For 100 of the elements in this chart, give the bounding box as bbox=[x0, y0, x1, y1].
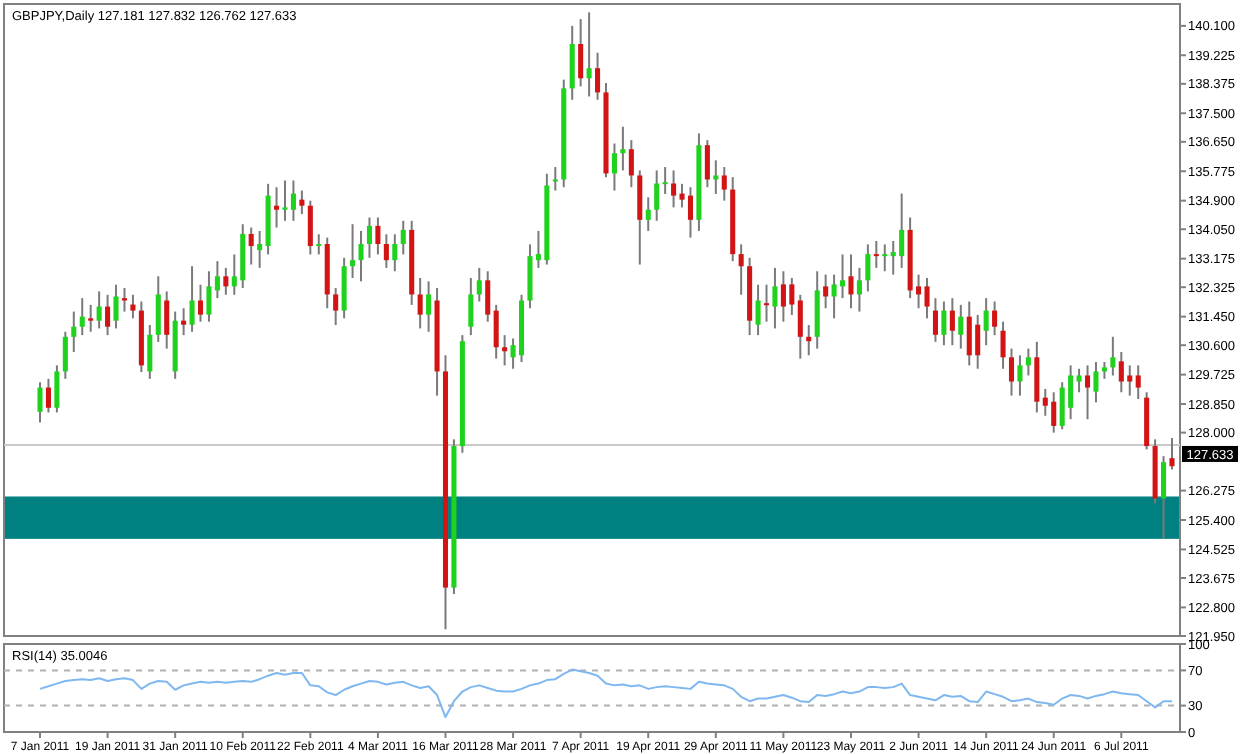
candlestick bbox=[485, 270, 491, 323]
candlestick bbox=[586, 11, 592, 98]
candlestick bbox=[197, 283, 204, 323]
candlestick bbox=[780, 270, 786, 323]
candlestick bbox=[341, 256, 347, 320]
candlestick bbox=[983, 297, 989, 347]
candlestick bbox=[358, 229, 364, 283]
candlestick bbox=[257, 229, 263, 269]
candlestick bbox=[637, 169, 643, 266]
candlestick bbox=[240, 223, 246, 290]
candlestick bbox=[932, 297, 938, 343]
candlestick bbox=[848, 253, 854, 310]
candlestick bbox=[400, 219, 406, 256]
candlestick bbox=[949, 297, 955, 347]
candlestick bbox=[865, 243, 871, 293]
candlestick bbox=[899, 192, 905, 269]
candlestick bbox=[113, 283, 119, 330]
candlestick bbox=[1059, 381, 1065, 431]
candlestick bbox=[45, 377, 51, 414]
candlestick bbox=[1034, 340, 1040, 414]
candlestick bbox=[206, 270, 212, 323]
candlestick bbox=[333, 287, 339, 327]
candlestick bbox=[282, 179, 288, 222]
candlestick bbox=[223, 266, 229, 296]
candlestick bbox=[493, 303, 499, 360]
candlestick bbox=[274, 186, 280, 229]
candlestick bbox=[671, 169, 677, 209]
candlestick bbox=[37, 381, 43, 424]
candlestick bbox=[417, 276, 423, 330]
candlestick bbox=[738, 243, 744, 296]
candlestick bbox=[1068, 364, 1074, 421]
line-series bbox=[39, 668, 1173, 719]
candlestick bbox=[155, 275, 161, 343]
candlestick bbox=[350, 223, 356, 279]
candlestick bbox=[721, 166, 727, 202]
candlestick bbox=[502, 334, 508, 367]
candlestick bbox=[1017, 354, 1023, 397]
candlestick bbox=[713, 159, 719, 195]
candlestick bbox=[823, 273, 829, 310]
candlestick bbox=[392, 233, 398, 273]
candlestick bbox=[366, 216, 372, 259]
candlestick bbox=[468, 276, 474, 337]
candlestick bbox=[96, 290, 102, 330]
candlestick bbox=[181, 307, 187, 337]
candlestick bbox=[975, 313, 981, 370]
candlestick bbox=[1127, 364, 1133, 397]
candlestick bbox=[71, 310, 77, 353]
candlestick bbox=[755, 283, 761, 337]
candlestick bbox=[54, 364, 60, 414]
candlestick bbox=[527, 243, 533, 310]
candlestick bbox=[958, 303, 964, 350]
candlestick bbox=[856, 266, 862, 313]
candlestick bbox=[1076, 367, 1082, 394]
candlestick bbox=[1118, 350, 1124, 394]
candlestick bbox=[105, 293, 111, 337]
candlestick bbox=[992, 300, 998, 337]
candlestick bbox=[299, 189, 305, 216]
candlestick bbox=[882, 243, 888, 273]
candlestick bbox=[797, 293, 803, 360]
candlestick bbox=[1008, 347, 1015, 397]
candlestick bbox=[62, 330, 68, 380]
candlestick bbox=[789, 276, 795, 316]
candlestick bbox=[814, 270, 820, 350]
candlestick bbox=[426, 280, 432, 333]
candlestick bbox=[1093, 361, 1099, 404]
candlestick bbox=[147, 324, 153, 380]
candlestick bbox=[662, 166, 668, 195]
candlestick bbox=[840, 253, 846, 300]
candlestick bbox=[873, 240, 879, 269]
candlestick bbox=[628, 139, 634, 189]
candlestick bbox=[941, 300, 947, 347]
candlestick bbox=[924, 276, 930, 320]
candlestick bbox=[130, 293, 136, 320]
candlestick bbox=[1161, 455, 1167, 540]
candlestick bbox=[383, 233, 389, 269]
candlestick bbox=[121, 287, 128, 313]
candlestick bbox=[806, 324, 812, 357]
candlestick bbox=[595, 51, 601, 101]
candlestick bbox=[687, 186, 694, 239]
candlestick bbox=[569, 24, 575, 101]
candlestick bbox=[476, 266, 482, 303]
candlestick bbox=[316, 233, 322, 256]
candlestick bbox=[164, 290, 170, 350]
candlestick bbox=[620, 125, 626, 172]
candlestick bbox=[1110, 335, 1116, 377]
candlestick bbox=[248, 226, 254, 266]
candlestick bbox=[611, 142, 617, 192]
candlestick bbox=[1135, 364, 1141, 400]
candlestick bbox=[307, 199, 313, 256]
candlestick bbox=[645, 196, 651, 232]
candlestick bbox=[578, 18, 584, 88]
candlestick bbox=[763, 283, 770, 323]
candlestick bbox=[654, 169, 660, 222]
candlestick bbox=[1000, 320, 1006, 370]
candlestick bbox=[704, 139, 710, 189]
candlestick bbox=[552, 166, 558, 192]
candlestick bbox=[1025, 347, 1031, 377]
candlestick bbox=[189, 265, 195, 333]
candlestick bbox=[290, 179, 296, 222]
candlestick bbox=[375, 216, 381, 256]
